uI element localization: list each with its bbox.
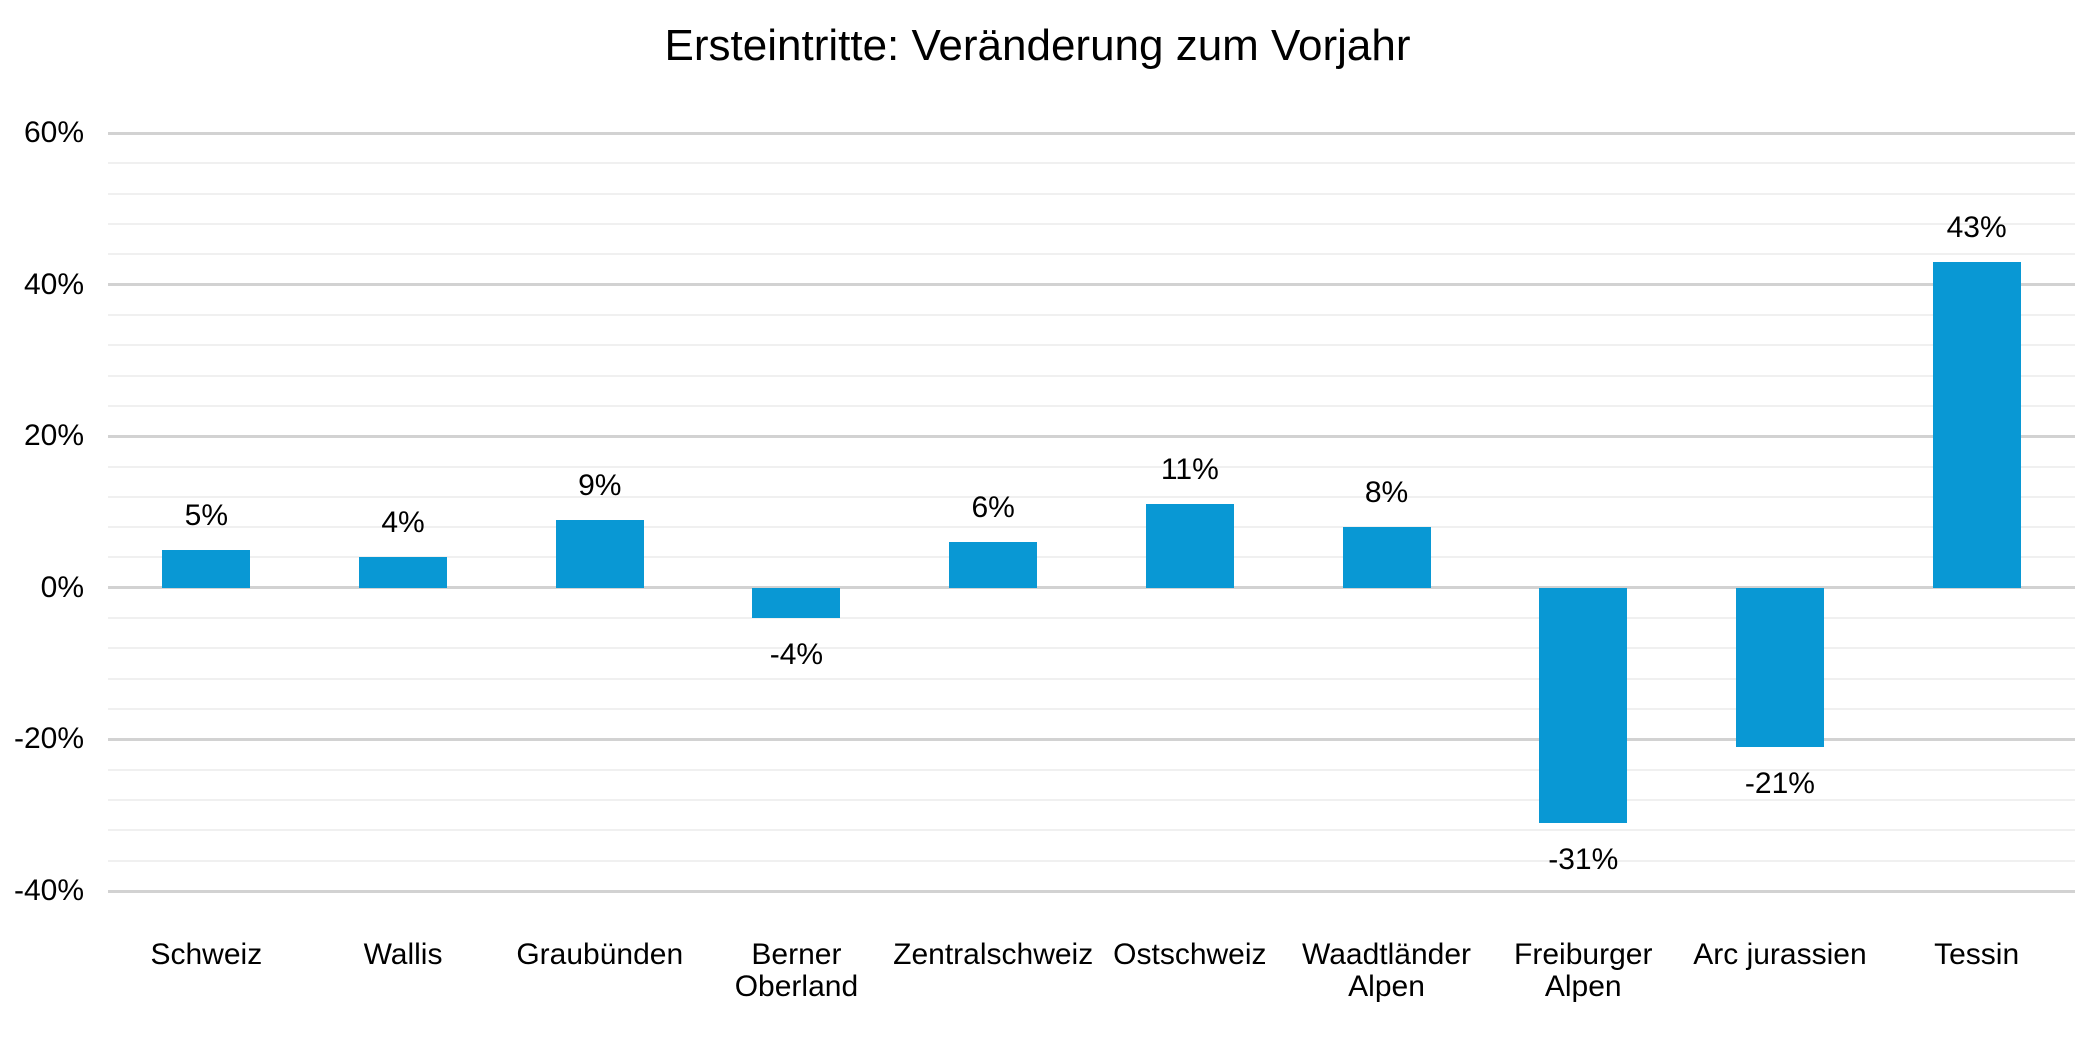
minor-gridline [108,799,2075,802]
data-label-arc-jurassien: -21% [1744,766,1815,800]
y-tick-label: 0% [40,570,84,604]
bar-arc-jurassien [1735,587,1824,747]
major-gridline [108,586,2075,590]
x-category-label-schweiz: Schweiz [150,938,263,971]
x-category-label-graubünden: Graubünden [516,938,684,971]
y-tick-label: 60% [23,116,84,149]
data-label-waadtländer-alpen: 8% [1364,476,1409,510]
chart-title: Ersteintritte: Veränderung zum Vorjahr [664,21,1411,70]
data-label-wallis: 4% [381,506,425,540]
minor-gridline [108,404,2075,407]
minor-gridline [108,647,2075,650]
x-category-label-waadtländer-alpen: Waadtländer Alpen [1302,938,1472,1003]
data-label-graubünden: 9% [578,468,622,502]
bar-freiburger-alpen [1539,587,1628,823]
data-label-schweiz: 5% [184,498,229,532]
y-tick-label: -20% [13,722,84,756]
minor-gridline [108,495,2075,498]
minor-gridline [108,708,2075,711]
major-gridline [108,283,2075,287]
minor-gridline [108,556,2075,559]
bar-zentralschweiz [949,542,1038,588]
minor-gridline [108,344,2075,347]
x-category-label-freiburger-alpen: Freiburger Alpen [1514,938,1653,1003]
data-label-zentralschweiz: 6% [971,491,1015,525]
bar-schweiz [162,549,251,588]
minor-gridline [108,222,2075,225]
data-label-berner-oberland: -4% [769,638,824,672]
data-label-tessin: 43% [1946,210,2007,244]
x-category-label-wallis: Wallis [363,938,443,971]
minor-gridline [108,829,2075,832]
major-gridline [108,434,2075,438]
minor-gridline [108,526,2075,529]
y-tick-label: -40% [13,874,84,907]
minor-gridline [108,768,2075,771]
minor-gridline [108,677,2075,680]
major-gridline [108,737,2075,741]
y-tick-label: 40% [23,267,84,301]
minor-gridline [108,859,2075,862]
x-category-label-ostschweiz: Ostschweiz [1113,938,1267,971]
data-label-freiburger-alpen: -31% [1548,842,1619,876]
minor-gridline [108,617,2075,620]
bar-tessin [1932,261,2021,588]
bar-berner-oberland [752,587,841,619]
bar-graubünden [555,519,644,588]
minor-gridline [108,253,2075,256]
bar-ostschweiz [1145,504,1234,588]
y-tick-label: 20% [23,419,84,453]
minor-gridline [108,465,2075,468]
minor-gridline [108,162,2075,165]
bar-waadtländer-alpen [1342,527,1431,588]
major-gridline [108,131,2075,135]
x-category-label-arc-jurassien: Arc jurassien [1693,938,1867,971]
bar-wallis [359,557,448,588]
major-gridline [108,889,2075,893]
minor-gridline [108,313,2075,316]
x-category-label-zentralschweiz: Zentralschweiz [893,938,1094,971]
data-label-ostschweiz: 11% [1160,453,1219,487]
x-category-label-berner-oberland: Berner Oberland [734,938,859,1003]
x-category-label-tessin: Tessin [1934,938,2020,971]
minor-gridline [108,192,2075,195]
minor-gridline [108,374,2075,377]
